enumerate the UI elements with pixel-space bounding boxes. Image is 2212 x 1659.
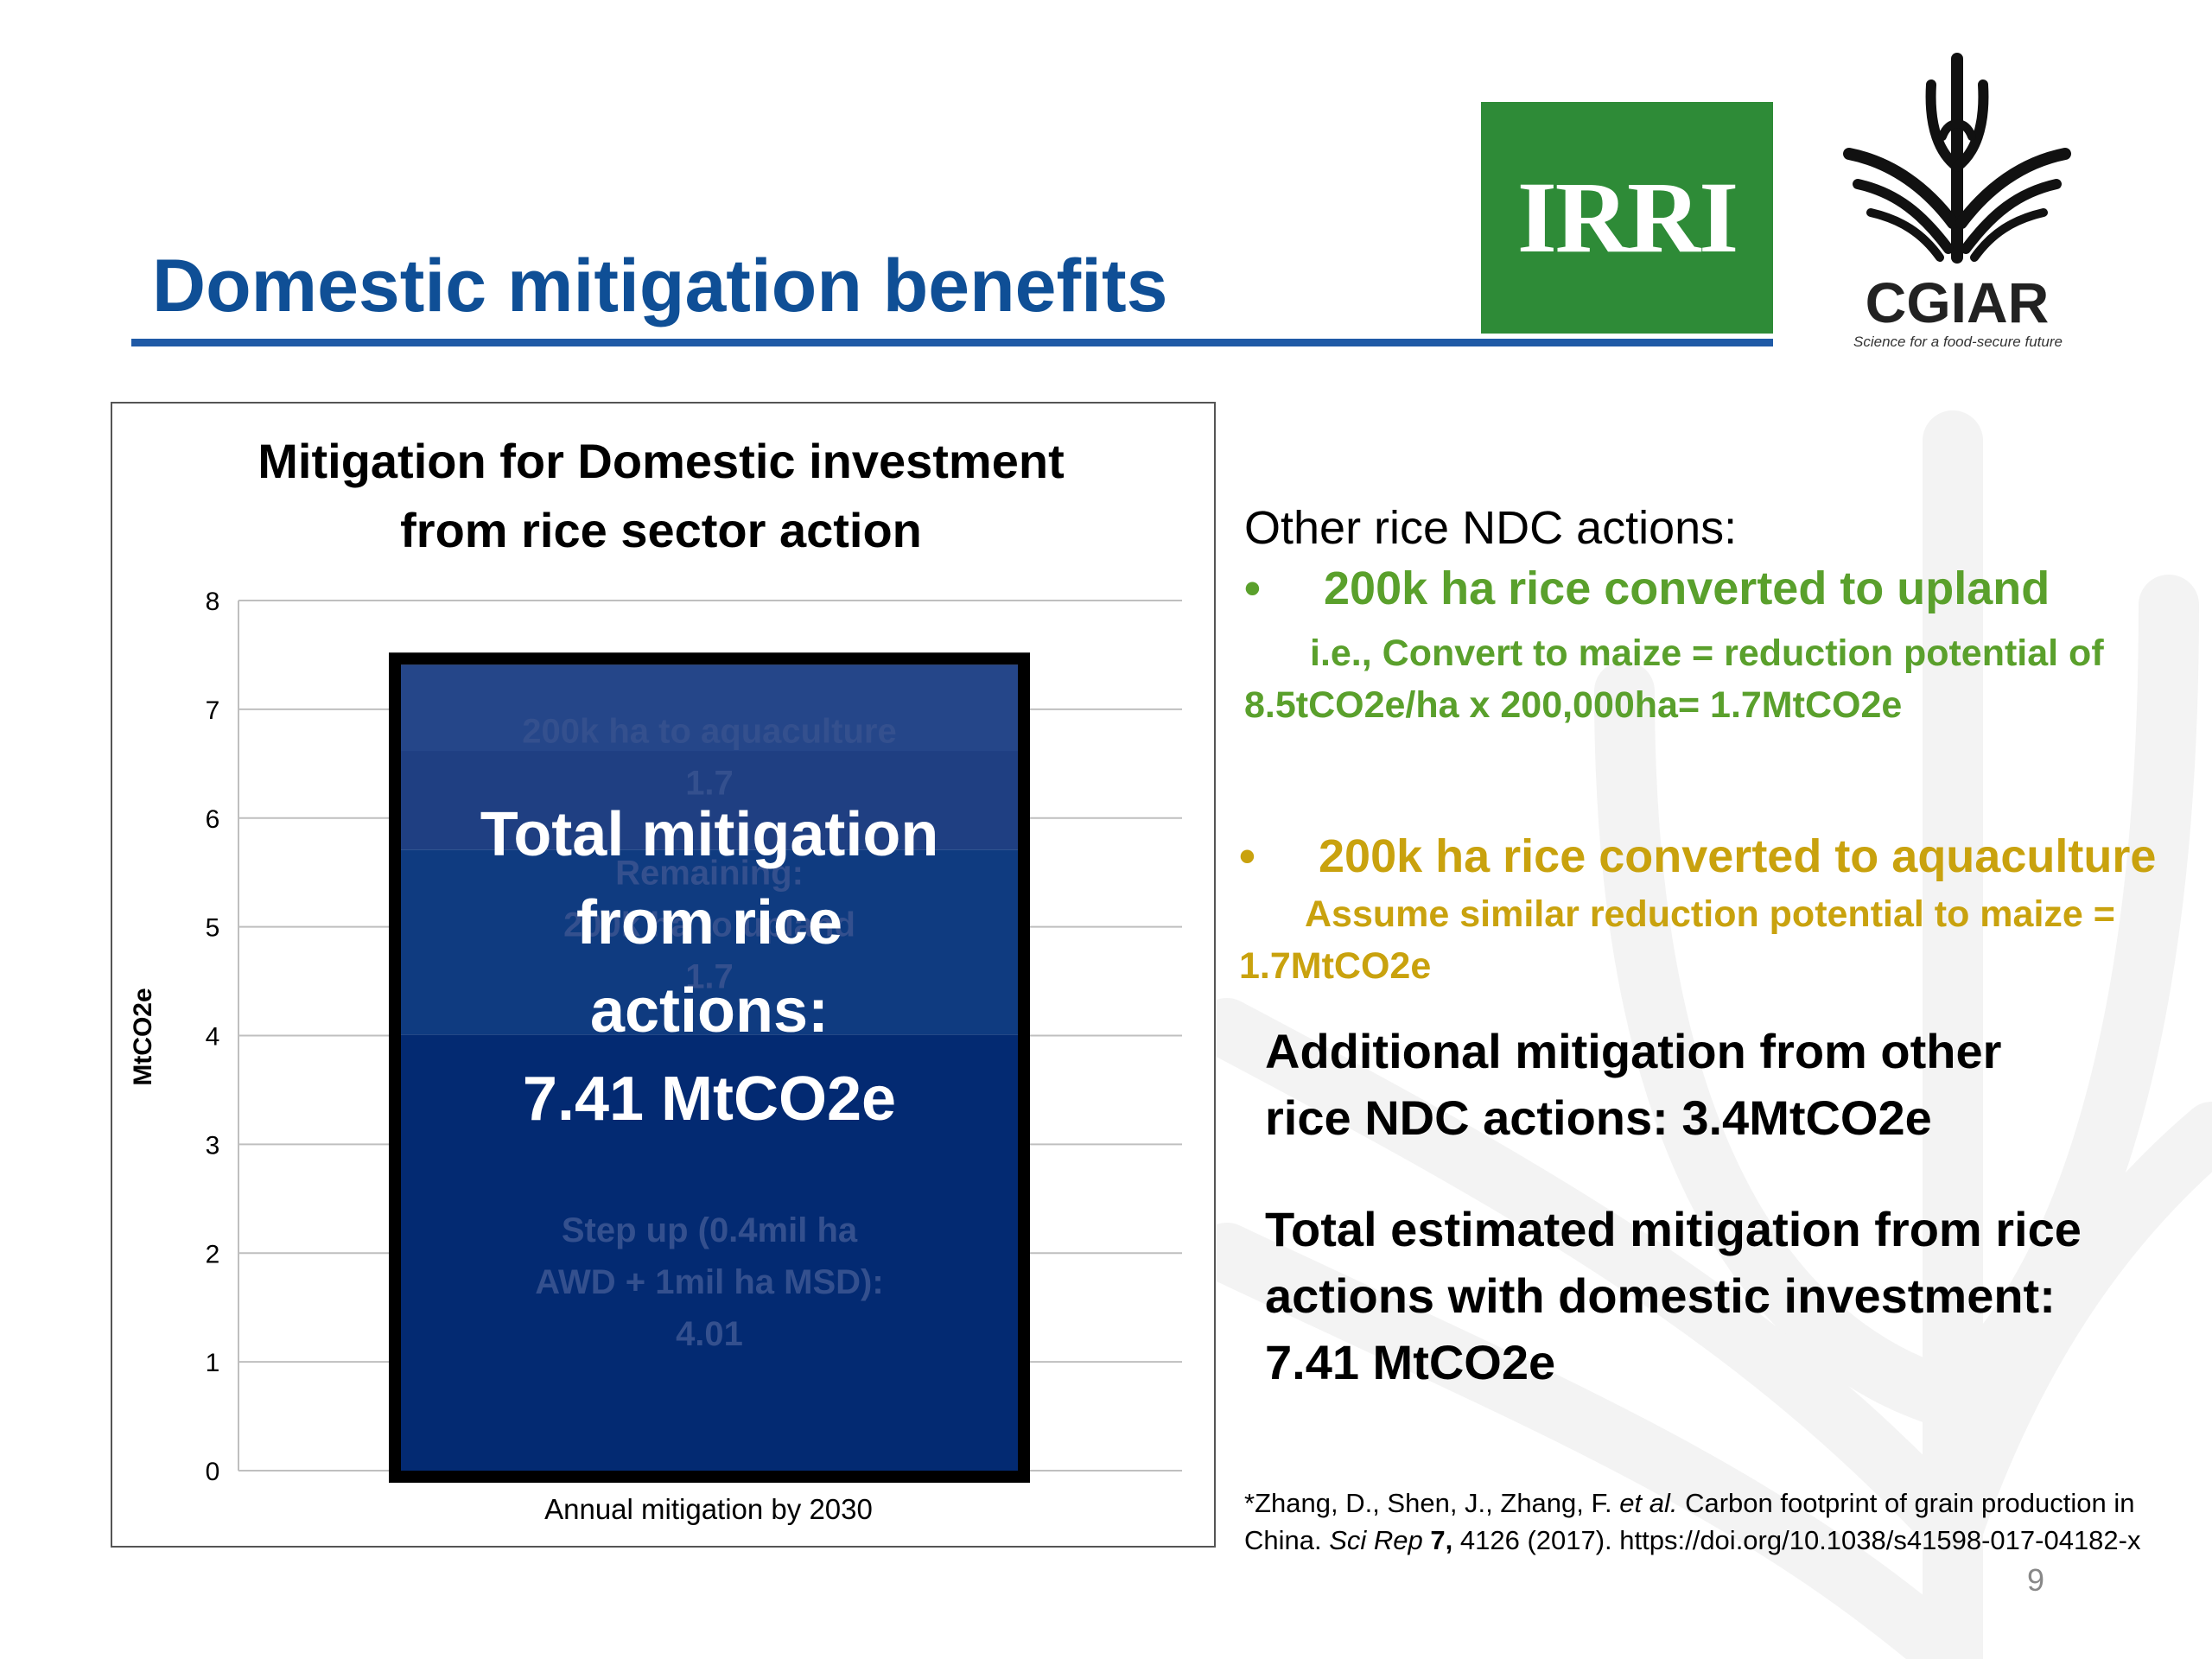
citation-authors: *Zhang, D., Shen, J., Zhang, F. xyxy=(1244,1488,1620,1518)
y-tick-label: 5 xyxy=(206,914,220,943)
aquaculture-segment-label: 200k ha to aquaculture xyxy=(522,712,896,750)
y-tick-label: 8 xyxy=(206,588,220,616)
upland-segment-label: 200k ha to upland xyxy=(563,906,855,944)
upland-detail-line-1: i.e., Convert to maize = reduction poten… xyxy=(1310,632,2104,674)
y-tick-labels: 0 1 2 3 4 5 6 7 8 xyxy=(206,588,220,1486)
bullet-marker: • xyxy=(1244,563,1261,614)
y-axis-label: MtCO2e xyxy=(129,988,157,1086)
x-axis-label: Annual mitigation by 2030 xyxy=(544,1493,873,1525)
cgiar-watermark xyxy=(1197,410,2212,1659)
chart-title-line-2: from rice sector action xyxy=(400,503,922,557)
citation-doi: 4126 (2017). https://doi.org/10.1038/s41… xyxy=(1452,1525,2141,1555)
citation-journal: Sci Rep xyxy=(1329,1525,1423,1555)
citation-etal: et al. xyxy=(1619,1488,1678,1518)
y-tick-label: 0 xyxy=(206,1458,220,1486)
upland-title: 200k ha rice converted to upland xyxy=(1324,563,2050,614)
y-tick-label: 4 xyxy=(206,1023,220,1052)
aquaculture-detail-line-1: Assume similar reduction potential to ma… xyxy=(1305,893,2115,935)
slide-title: Domestic mitigation benefits xyxy=(152,245,1168,327)
aquaculture-title: 200k ha rice converted to aquaculture xyxy=(1319,830,2157,882)
overlay-line-4: 7.41 MtCO2e xyxy=(522,1065,897,1135)
aquaculture-detail-line-2: 1.7MtCO2e xyxy=(1239,945,1432,987)
total-estimated-mitigation-text: Total estimated mitigation from rice act… xyxy=(1265,1196,2082,1395)
base-segment-value: 4.01 xyxy=(676,1315,743,1353)
other-actions-heading: Other rice NDC actions: xyxy=(1244,502,1738,554)
page-number: 9 xyxy=(2027,1562,2045,1598)
additional-line-1: Additional mitigation from other xyxy=(1265,1024,2002,1078)
upland-segment-remaining: Remaining: xyxy=(615,854,804,892)
irri-logo-text: IRRI xyxy=(1516,161,1738,274)
total-line-1: Total estimated mitigation from rice xyxy=(1265,1202,2082,1256)
irri-logo: IRRI xyxy=(1481,102,1773,334)
base-segment-label-1: Step up (0.4mil ha xyxy=(562,1211,858,1249)
citation-volume: 7, xyxy=(1422,1525,1453,1555)
aquaculture-segment-value: 1.7 xyxy=(685,764,734,802)
overlay-line-3: actions: xyxy=(589,976,830,1046)
aquaculture-bullet: • 200k ha rice converted to aquaculture xyxy=(1239,830,2156,883)
y-tick-label: 1 xyxy=(206,1349,220,1377)
stacked-bar xyxy=(389,652,1030,1483)
bar-top-highlight xyxy=(401,664,1018,752)
total-mitigation-overlay: Total mitigation from rice actions: 7.41… xyxy=(401,742,1018,1192)
upland-segment-value: 1.7 xyxy=(685,957,734,995)
citation: *Zhang, D., Shen, J., Zhang, F. et al. C… xyxy=(1244,1484,2160,1559)
cgiar-tagline: Science for a food-secure future xyxy=(1853,334,2063,350)
overlay-line-2: from rice xyxy=(575,888,843,958)
upland-detail-line-2: 8.5tCO2e/ha x 200,000ha= 1.7MtCO2e xyxy=(1244,684,1903,726)
cgiar-logo-text: CGIAR xyxy=(1865,270,2050,334)
total-line-2: actions with domestic investment: xyxy=(1265,1268,2056,1323)
additional-mitigation-text: Additional mitigation from other rice ND… xyxy=(1265,1018,2001,1151)
total-line-3: 7.41 MtCO2e xyxy=(1265,1335,1556,1389)
additional-line-2: rice NDC actions: 3.4MtCO2e xyxy=(1265,1090,1932,1145)
title-underline xyxy=(131,339,1773,346)
y-tick-label: 3 xyxy=(206,1131,220,1160)
y-tick-label: 2 xyxy=(206,1240,220,1268)
bullet-marker: • xyxy=(1239,830,1255,882)
bar-chart: 0 1 2 3 4 5 6 7 8 200k ha to aquaculture 1.7 Remai… xyxy=(206,588,1182,1486)
citation-title: Carbon footprint of grain production in … xyxy=(1244,1488,2135,1555)
base-segment-label-2: AWD + 1mil ha MSD): xyxy=(535,1263,883,1301)
bar-segment xyxy=(401,1034,1018,1471)
y-tick-label: 6 xyxy=(206,805,220,834)
upland-bullet: • 200k ha rice converted to upland xyxy=(1244,562,2050,615)
y-tick-label: 7 xyxy=(206,696,220,725)
chart-title: Mitigation for Domestic investment from … xyxy=(173,427,1149,565)
cgiar-logo-icon xyxy=(1843,53,2071,264)
bar-outline xyxy=(389,652,1030,1483)
overlay-line-1: Total mitigation xyxy=(480,800,939,870)
chart-title-line-1: Mitigation for Domestic investment xyxy=(257,434,1065,488)
bar-segment xyxy=(401,849,1018,1035)
segment-labels: 200k ha to aquaculture 1.7 Remaining: 200k … xyxy=(522,712,896,1353)
